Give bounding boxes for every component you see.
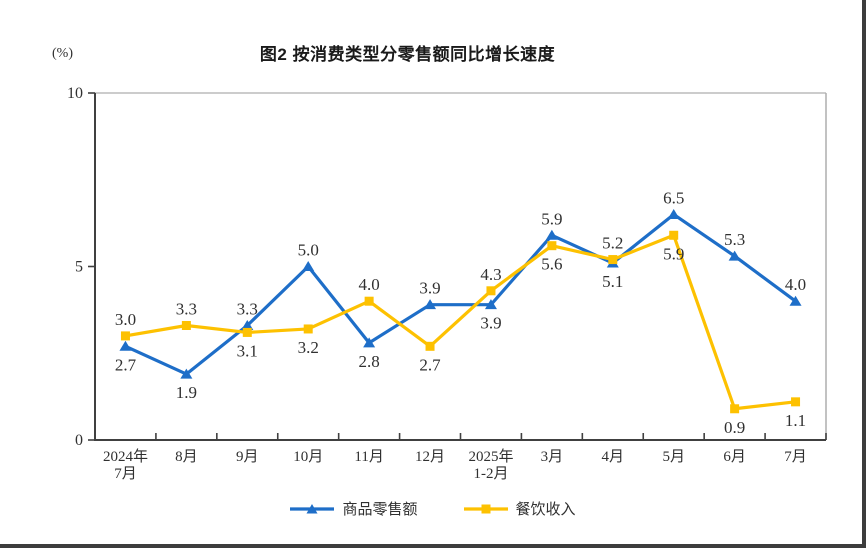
data-point-marker-catering-revenue <box>791 397 801 407</box>
data-point-marker-catering-revenue <box>364 296 374 306</box>
data-point-marker-goods-retail-sales <box>302 261 315 271</box>
data-point-marker-goods-retail-sales <box>180 368 193 379</box>
legend-label-goods-retail-sales: 商品零售额 <box>342 502 418 518</box>
y-axis-tick-label: 0 <box>75 432 83 449</box>
data-point-marker-catering-revenue <box>669 230 679 240</box>
legend-marker-triangle-icon <box>290 503 335 513</box>
data-point-marker-catering-revenue <box>730 404 740 414</box>
data-point-label-catering-revenue: 3.3 <box>176 299 197 318</box>
page-bottom-edge-line <box>0 544 866 548</box>
data-point-label-goods-retail-sales: 3.3 <box>237 299 258 318</box>
data-point-label-catering-revenue: 3.2 <box>298 338 319 357</box>
series-line-catering-revenue <box>123 233 798 411</box>
data-point-marker-goods-retail-sales <box>789 295 802 306</box>
x-axis-category-label: 12月 <box>415 449 445 465</box>
x-axis-category-label: 10月 <box>293 449 323 465</box>
y-axis-unit-label: (%) <box>52 46 73 61</box>
series-line-goods-retail-sales <box>123 212 798 376</box>
y-axis-tick-label: 5 <box>75 259 83 276</box>
data-point-label-goods-retail-sales: 2.7 <box>115 355 137 374</box>
data-point-marker-goods-retail-sales <box>424 299 437 310</box>
x-axis-category-label: 8月 <box>175 449 198 465</box>
data-point-label-goods-retail-sales: 5.3 <box>724 230 745 249</box>
x-axis-category-label: 7月 <box>784 449 807 465</box>
data-point-marker-catering-revenue <box>486 286 496 296</box>
data-point-marker-goods-retail-sales <box>728 250 741 261</box>
data-point-marker-catering-revenue <box>120 331 130 341</box>
data-point-label-goods-retail-sales: 6.5 <box>663 188 684 207</box>
data-point-label-goods-retail-sales: 5.1 <box>602 272 623 291</box>
x-axis-category-label: 2024年 <box>103 448 148 465</box>
x-axis-category-label: 5月 <box>662 449 685 465</box>
chart-title: 图2 按消费类型分零售额同比增长速度 <box>259 45 556 64</box>
data-point-marker-goods-retail-sales <box>667 208 680 219</box>
data-point-label-catering-revenue: 3.0 <box>115 310 136 329</box>
x-axis-category-label: 9月 <box>236 449 259 465</box>
data-point-marker-goods-retail-sales <box>241 319 254 330</box>
x-axis-category-label: 1-2月 <box>473 466 508 482</box>
data-point-label-goods-retail-sales: 1.9 <box>176 383 197 402</box>
data-point-marker-goods-retail-sales <box>484 299 497 310</box>
data-point-marker-catering-revenue <box>547 241 557 251</box>
x-axis-category-label: 4月 <box>602 449 625 465</box>
data-point-label-catering-revenue: 5.9 <box>663 244 684 263</box>
data-point-marker-goods-retail-sales <box>119 340 132 351</box>
legend-label-catering-revenue: 餐饮收入 <box>515 502 576 518</box>
data-point-marker-catering-revenue <box>425 341 435 351</box>
data-point-marker-catering-revenue <box>303 324 313 334</box>
legend-item-catering-revenue: 餐饮收入 <box>463 498 576 519</box>
x-axis-category-label: 2025年 <box>468 448 513 465</box>
data-point-label-catering-revenue: 1.1 <box>785 411 806 430</box>
y-axis-tick-label: 10 <box>67 85 83 102</box>
x-axis-category-label: 3月 <box>541 449 564 465</box>
data-point-label-catering-revenue: 0.9 <box>724 418 745 437</box>
data-point-marker-goods-retail-sales <box>545 229 558 240</box>
data-point-label-catering-revenue: 2.7 <box>419 355 441 374</box>
chart-legend: 商品零售额 餐饮收入 <box>0 498 866 519</box>
data-point-label-goods-retail-sales: 5.9 <box>541 209 562 228</box>
legend-marker-square-icon <box>463 504 508 513</box>
data-point-label-catering-revenue: 4.3 <box>480 265 501 284</box>
data-point-label-catering-revenue: 5.6 <box>541 255 562 274</box>
data-point-label-goods-retail-sales: 3.9 <box>419 279 440 298</box>
data-point-label-goods-retail-sales: 4.0 <box>785 275 806 294</box>
data-point-label-goods-retail-sales: 2.8 <box>359 352 380 371</box>
page-right-edge-line <box>862 0 866 548</box>
data-point-label-catering-revenue: 4.0 <box>359 275 380 294</box>
x-axis-category-label: 6月 <box>723 449 746 465</box>
data-point-marker-goods-retail-sales <box>363 337 376 348</box>
data-point-label-goods-retail-sales: 3.9 <box>480 314 501 333</box>
data-point-label-catering-revenue: 5.2 <box>602 234 623 253</box>
x-axis-category-label: 11月 <box>354 449 383 465</box>
legend-item-goods-retail-sales: 商品零售额 <box>290 498 418 519</box>
data-point-label-goods-retail-sales: 5.0 <box>298 241 319 260</box>
data-point-marker-catering-revenue <box>608 255 618 265</box>
data-point-marker-catering-revenue <box>181 320 191 330</box>
data-point-label-catering-revenue: 3.1 <box>237 341 258 360</box>
data-point-marker-catering-revenue <box>242 327 252 337</box>
x-axis-category-label: 7月 <box>114 466 137 482</box>
